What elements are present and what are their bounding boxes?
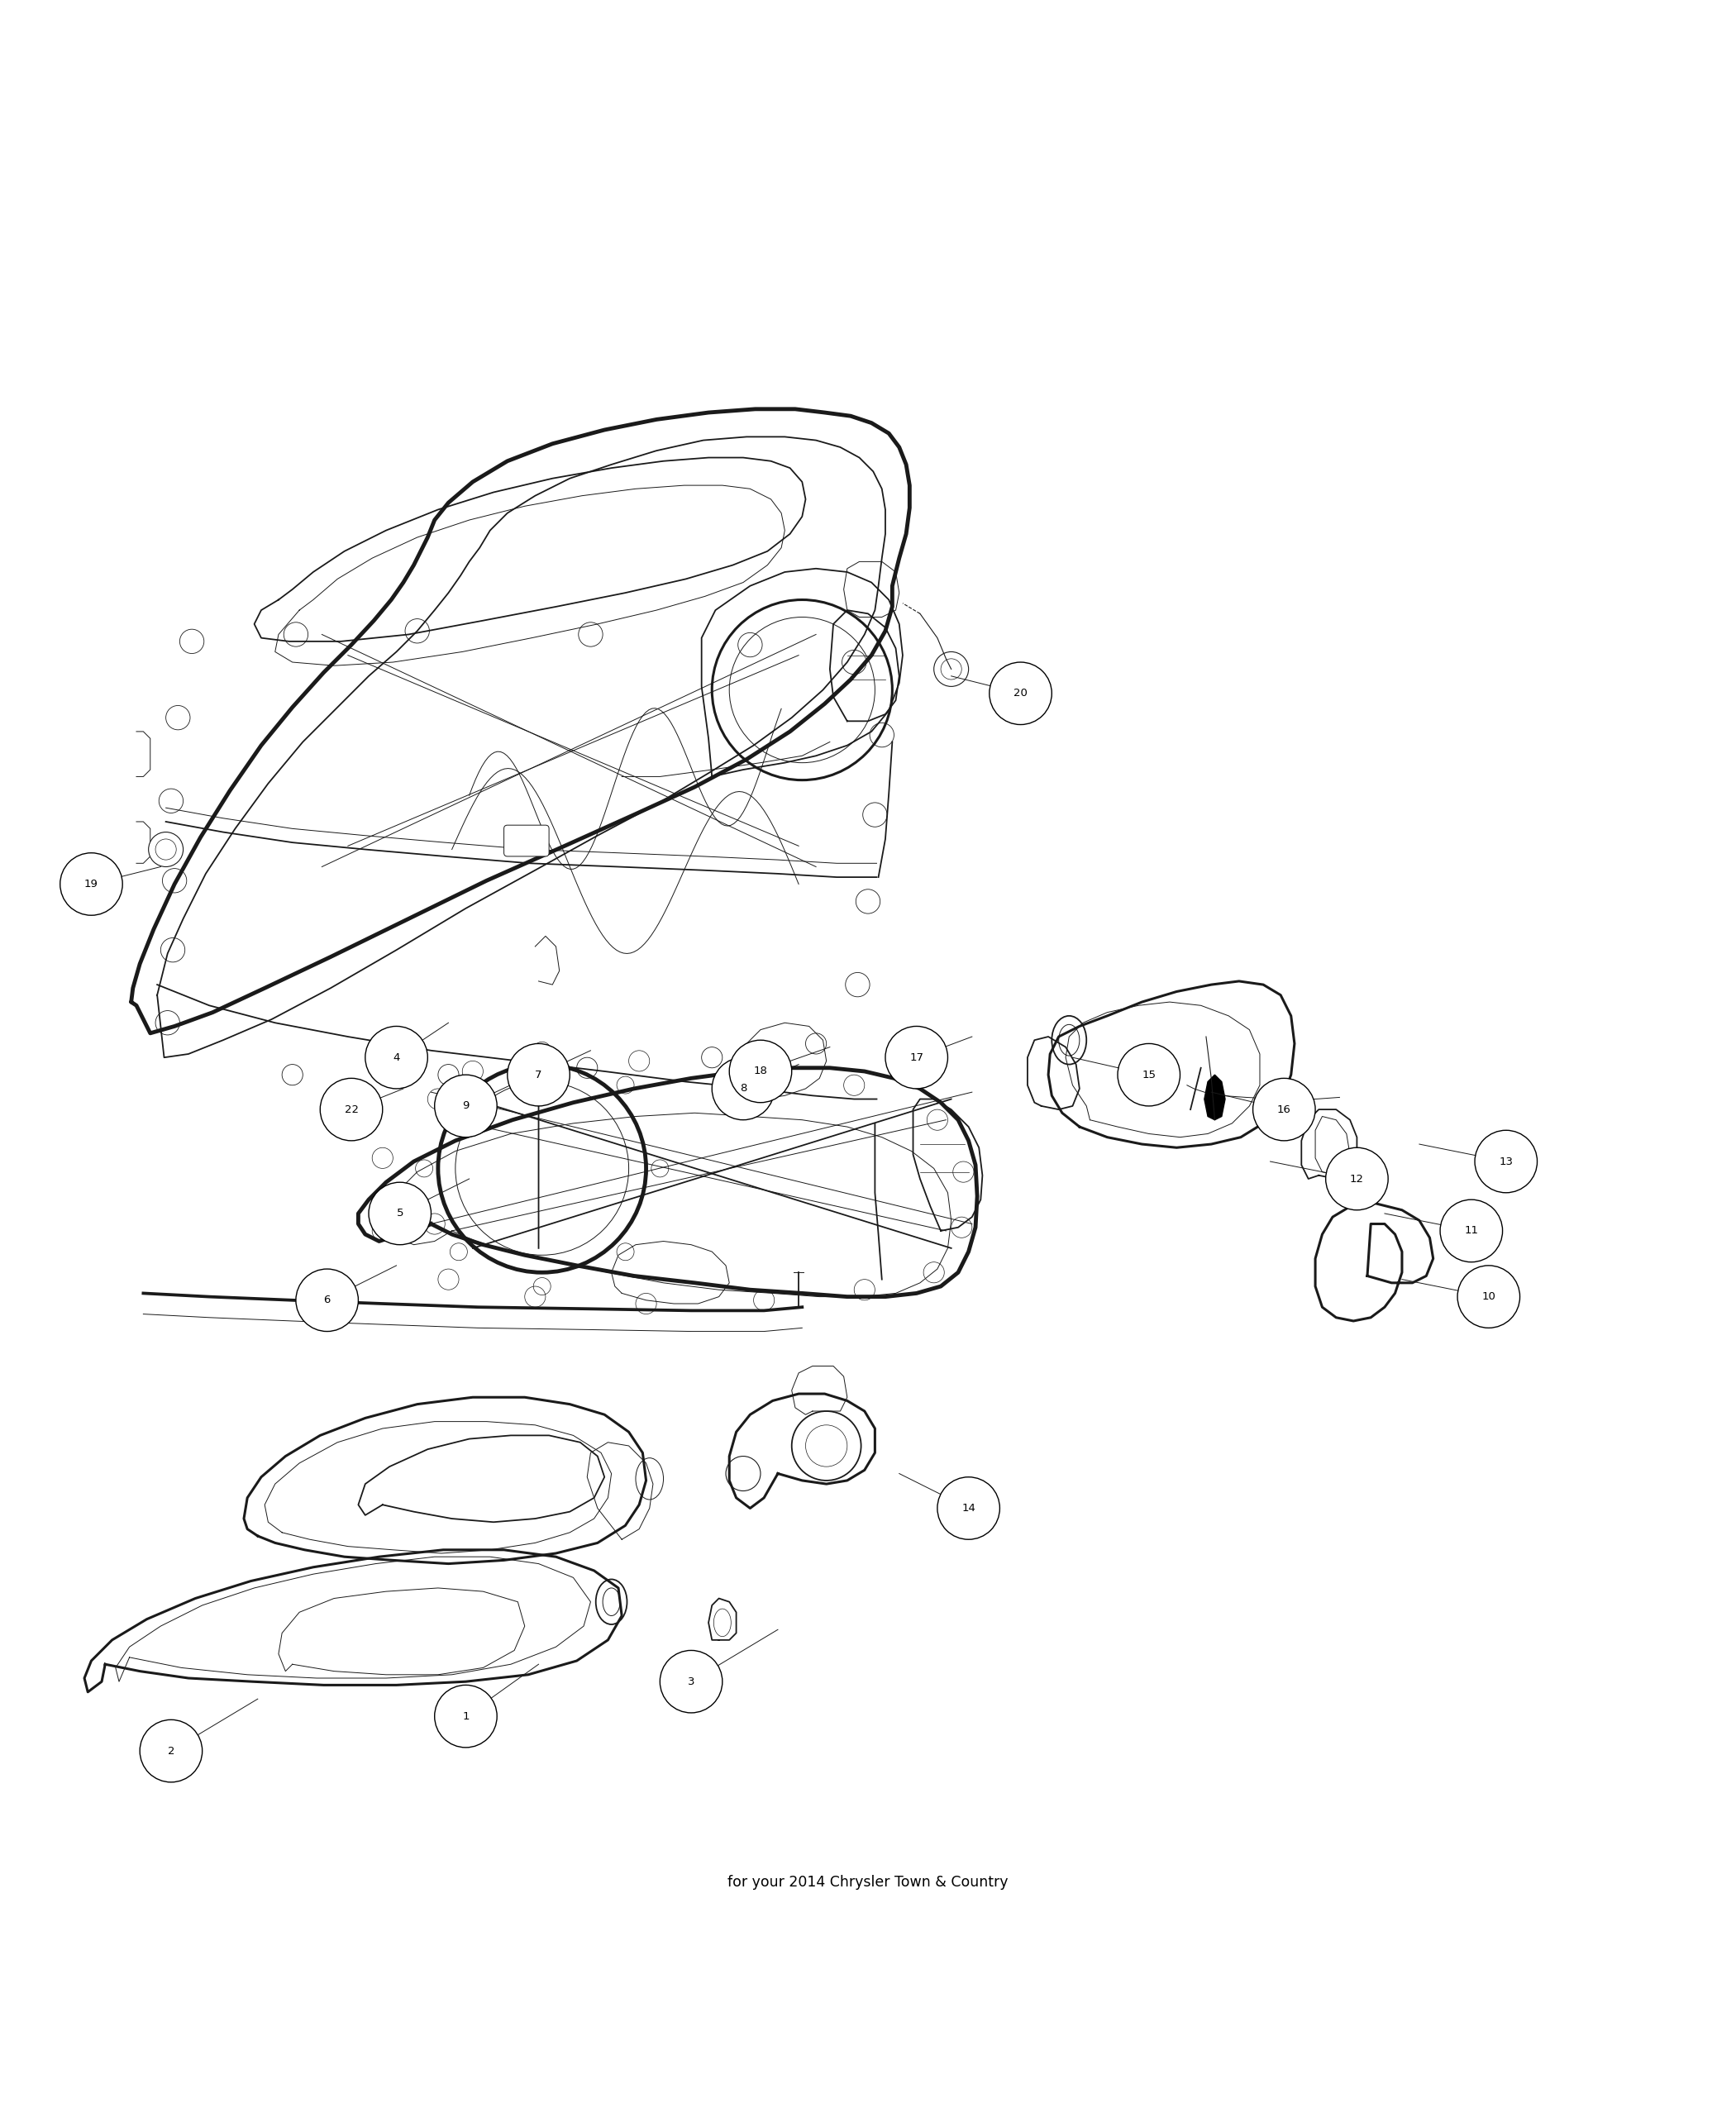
Text: 4: 4 xyxy=(392,1052,399,1062)
Text: 3: 3 xyxy=(687,1676,694,1686)
Text: 8: 8 xyxy=(740,1084,746,1094)
Circle shape xyxy=(368,1183,431,1244)
Circle shape xyxy=(319,1079,382,1140)
Text: 9: 9 xyxy=(462,1100,469,1111)
Circle shape xyxy=(1326,1147,1389,1210)
Circle shape xyxy=(149,833,184,866)
Text: 2: 2 xyxy=(168,1745,175,1756)
Circle shape xyxy=(729,1039,792,1102)
Text: 22: 22 xyxy=(344,1105,358,1115)
Circle shape xyxy=(934,651,969,687)
Circle shape xyxy=(937,1478,1000,1539)
Text: for your 2014 Chrysler Town & Country: for your 2014 Chrysler Town & Country xyxy=(727,1876,1009,1891)
Text: 11: 11 xyxy=(1463,1225,1479,1235)
Circle shape xyxy=(1441,1199,1503,1263)
Text: 19: 19 xyxy=(85,879,99,890)
Circle shape xyxy=(1118,1043,1180,1107)
Text: 10: 10 xyxy=(1483,1292,1496,1303)
Text: 13: 13 xyxy=(1498,1155,1514,1168)
Text: 17: 17 xyxy=(910,1052,924,1062)
Circle shape xyxy=(1458,1265,1521,1328)
FancyBboxPatch shape xyxy=(503,824,549,856)
Circle shape xyxy=(434,1075,496,1136)
Text: 12: 12 xyxy=(1351,1174,1364,1185)
Text: 7: 7 xyxy=(535,1069,542,1079)
Circle shape xyxy=(141,1720,203,1781)
Circle shape xyxy=(365,1027,427,1088)
Text: 1: 1 xyxy=(462,1712,469,1722)
Text: 20: 20 xyxy=(1014,687,1028,698)
Circle shape xyxy=(712,1058,774,1119)
Circle shape xyxy=(990,662,1052,725)
Text: 16: 16 xyxy=(1278,1105,1292,1115)
Circle shape xyxy=(434,1684,496,1748)
Text: 6: 6 xyxy=(323,1294,330,1305)
Polygon shape xyxy=(1205,1075,1226,1119)
Circle shape xyxy=(1476,1130,1536,1193)
Text: 15: 15 xyxy=(1142,1069,1156,1079)
Circle shape xyxy=(885,1027,948,1088)
Circle shape xyxy=(507,1043,569,1107)
Circle shape xyxy=(660,1651,722,1714)
Circle shape xyxy=(61,854,123,915)
Text: 14: 14 xyxy=(962,1503,976,1514)
Circle shape xyxy=(295,1269,358,1332)
Text: 5: 5 xyxy=(396,1208,403,1218)
Text: 18: 18 xyxy=(753,1067,767,1077)
Circle shape xyxy=(1253,1079,1316,1140)
